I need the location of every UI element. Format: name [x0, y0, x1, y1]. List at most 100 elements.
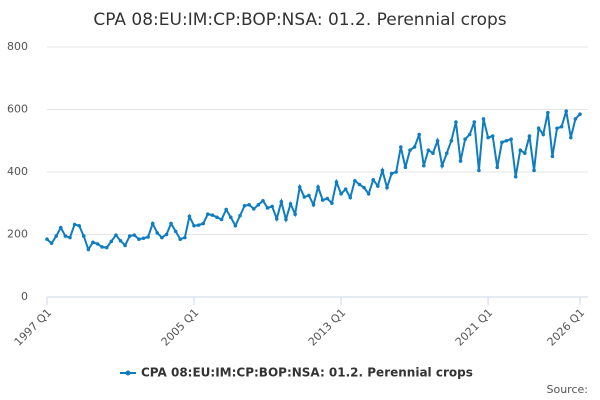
point — [362, 185, 366, 190]
point — [454, 120, 458, 124]
point — [307, 193, 311, 198]
point — [311, 203, 316, 207]
point — [366, 192, 371, 196]
point — [233, 223, 238, 228]
point — [513, 174, 518, 179]
point — [504, 138, 509, 143]
point — [403, 165, 408, 170]
point — [173, 229, 178, 234]
point — [394, 170, 399, 174]
point — [532, 168, 536, 173]
y-tick-label: 800 — [7, 40, 28, 53]
point — [95, 242, 100, 246]
point — [371, 178, 376, 182]
point — [274, 217, 279, 221]
line — [46, 110, 581, 252]
point — [238, 213, 242, 218]
point — [63, 234, 68, 238]
point — [316, 185, 320, 189]
point — [114, 233, 118, 237]
y-tick-label: 400 — [7, 165, 28, 178]
point — [380, 168, 385, 173]
point — [353, 178, 357, 183]
x-tick-label: 2021 Q1 — [453, 306, 496, 349]
point — [417, 132, 421, 137]
source: Source: — [547, 383, 589, 396]
point — [164, 232, 169, 237]
point — [247, 203, 251, 207]
point — [399, 145, 403, 149]
point — [81, 234, 86, 238]
point — [449, 138, 454, 143]
point — [550, 154, 555, 159]
point — [91, 240, 95, 245]
point — [141, 236, 146, 241]
point — [302, 195, 307, 199]
point — [288, 202, 293, 206]
point — [523, 151, 527, 156]
point — [564, 109, 569, 113]
point — [58, 225, 63, 230]
point — [458, 159, 463, 163]
point — [421, 163, 426, 168]
point — [68, 235, 72, 240]
point — [559, 124, 564, 129]
point — [412, 145, 417, 149]
point — [261, 198, 265, 203]
point — [123, 243, 127, 248]
point — [541, 132, 546, 137]
point — [536, 126, 541, 131]
point — [426, 148, 431, 152]
point — [72, 222, 77, 227]
point — [472, 120, 477, 124]
point — [210, 213, 215, 217]
point — [86, 247, 91, 252]
point — [284, 217, 288, 222]
point — [334, 180, 339, 184]
point — [54, 234, 58, 238]
point — [385, 185, 389, 190]
point — [100, 245, 104, 249]
point — [573, 117, 578, 121]
point — [408, 148, 412, 152]
point — [150, 221, 155, 226]
point — [325, 196, 330, 201]
point — [137, 237, 141, 241]
point — [293, 212, 297, 216]
point — [183, 235, 187, 240]
point — [518, 148, 523, 152]
x-tick-label: 2013 Q1 — [306, 306, 349, 349]
point — [486, 135, 490, 140]
point — [500, 140, 504, 145]
point — [467, 132, 472, 137]
point — [77, 223, 81, 228]
legend-label: CPA 08:EU:IM:CP:BOP:NSA: 01.2. Perennial… — [141, 366, 473, 380]
point — [187, 214, 192, 219]
point — [509, 137, 513, 141]
point — [219, 217, 224, 222]
point — [49, 241, 54, 246]
point — [224, 207, 228, 212]
point — [127, 234, 132, 238]
point — [169, 221, 173, 226]
x-tick-label: 1997 Q1 — [12, 306, 55, 349]
chart-title: CPA 08:EU:IM:CP:BOP:NSA: 01.2. Perennial… — [93, 10, 506, 30]
point — [357, 182, 362, 187]
point — [132, 233, 137, 237]
point — [228, 215, 233, 220]
point — [320, 198, 325, 202]
point — [348, 195, 353, 200]
point — [155, 231, 160, 235]
point — [481, 117, 486, 121]
x-tick-label: 2026 Q1 — [545, 306, 588, 349]
point — [578, 112, 582, 116]
point — [343, 187, 348, 191]
point — [265, 206, 270, 210]
point — [527, 134, 532, 138]
point — [256, 203, 261, 207]
point — [330, 201, 334, 206]
point — [45, 237, 49, 241]
point — [389, 171, 394, 176]
